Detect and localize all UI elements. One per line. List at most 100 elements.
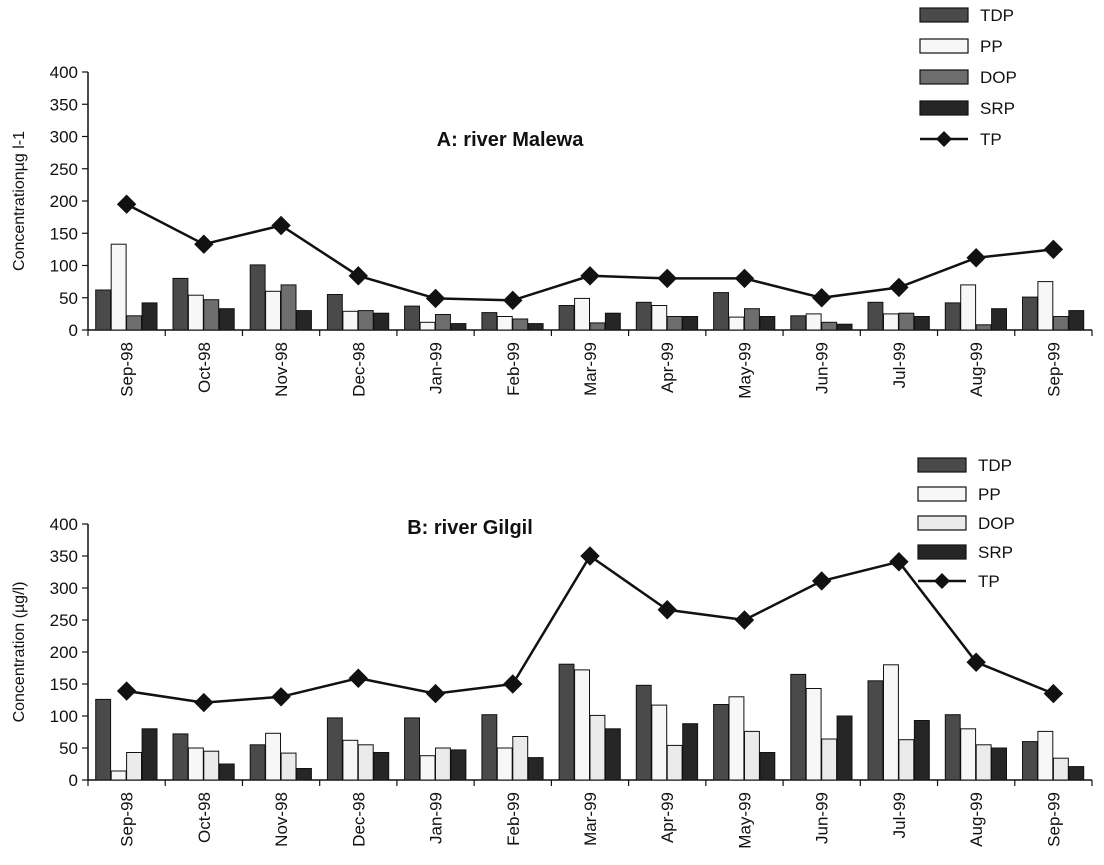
bar-dop-dec-98 [357, 744, 374, 781]
bar-dop-apr-99 [666, 316, 683, 331]
bar-pp-nov-98 [265, 732, 282, 781]
y-tick-label: 200 [50, 643, 78, 662]
bar-dop-sep-98 [126, 315, 142, 331]
x-tick-label: Apr-99 [658, 342, 677, 393]
bar-tdp-dec-98 [326, 717, 343, 781]
legend-label-tp: TP [980, 130, 1002, 149]
x-tick-label: Jun-99 [813, 342, 832, 394]
legend-label-tdp: TDP [980, 6, 1014, 25]
bar-srp-may-99 [759, 316, 776, 331]
point-tp-feb-99 [503, 290, 523, 311]
x-tick-label: Aug-99 [967, 342, 986, 397]
x-tick-label: Dec-98 [349, 792, 368, 847]
bar-tdp-apr-99 [635, 684, 652, 781]
bar-srp-feb-99 [527, 323, 544, 331]
chart-b-river-gilgil: 0 50 100 150 200 250 300 350 400 Sep-98 Oct-98 Nov-… [11, 456, 1093, 849]
bar-dop-feb-99 [512, 318, 529, 331]
bar-srp-jul-99 [913, 316, 930, 331]
bar-tdp-jan-99 [404, 717, 421, 781]
x-tick-label: Apr-99 [658, 792, 677, 843]
bar-tdp-jun-99 [790, 315, 807, 331]
point-tp-nov-98 [271, 215, 291, 236]
y-tick-label: 300 [50, 128, 78, 147]
bar-srp-mar-99 [604, 728, 621, 781]
y-tick-label: 100 [50, 257, 78, 276]
point-tp-nov-98 [271, 687, 291, 707]
bar-srp-may-99 [759, 752, 776, 781]
bar-dop-jan-99 [435, 747, 451, 781]
point-tp-jul-99 [889, 552, 909, 572]
bar-tdp-aug-99 [944, 302, 961, 331]
y-axis-label: Concentration (µg/l) [11, 582, 28, 723]
legend-swatch-pp [919, 38, 969, 54]
bar-srp-jan-99 [450, 749, 467, 781]
point-tp-jan-99 [425, 288, 446, 309]
x-tick-label: Jul-99 [890, 342, 909, 388]
bar-dop-jun-99 [821, 321, 838, 331]
legend-label-pp: PP [980, 37, 1003, 56]
bar-pp-mar-99 [574, 297, 590, 331]
x-tick-label: Oct-98 [195, 792, 214, 843]
bar-tdp-jun-99 [790, 673, 807, 781]
chart-title: A: river Malewa [437, 129, 585, 151]
bar-dop-jun-99 [821, 738, 838, 781]
bar-pp-feb-99 [496, 747, 513, 781]
y-tick-label: 400 [50, 515, 78, 534]
bar-srp-nov-98 [296, 768, 312, 781]
bar-pp-jan-99 [419, 755, 436, 781]
bar-dop-sep-98 [126, 752, 142, 781]
x-tick-label: Sep-98 [118, 342, 137, 397]
legend-swatch-dop [919, 69, 969, 85]
series-line-tp [126, 554, 1054, 704]
point-tp-sep-98 [116, 194, 137, 214]
legend-swatch-pp [917, 486, 967, 502]
bar-tdp-nov-98 [249, 264, 266, 331]
bar-dop-dec-98 [357, 310, 374, 331]
y-tick-label: 400 [50, 63, 78, 82]
y-tick-label: 350 [50, 547, 78, 566]
y-tick-label: 50 [59, 289, 78, 308]
x-tick-label: Aug-99 [967, 792, 986, 847]
bar-tdp-mar-99 [558, 663, 575, 781]
bar-srp-sep-98 [141, 302, 158, 331]
bar-dop-nov-98 [280, 752, 297, 781]
bar-srp-feb-99 [527, 757, 544, 781]
bar-srp-aug-99 [991, 308, 1007, 331]
bar-pp-oct-98 [187, 747, 204, 781]
x-tick-label: Feb-99 [504, 342, 523, 396]
y-tick-label: 250 [50, 160, 78, 179]
bar-tdp-feb-99 [481, 312, 498, 331]
bar-srp-oct-98 [218, 308, 235, 331]
point-tp-sep-99 [1043, 239, 1064, 260]
bar-dop-mar-99 [589, 714, 606, 781]
bar-dop-may-99 [744, 308, 760, 331]
bar-pp-sep-99 [1037, 730, 1054, 781]
x-tick-label: Jul-99 [890, 792, 909, 838]
x-tick-label: Feb-99 [504, 792, 523, 846]
x-tick-label: Sep-99 [1044, 792, 1063, 847]
bar-srp-sep-99 [1068, 766, 1085, 781]
legend-label-dop: DOP [980, 68, 1017, 87]
bar-pp-jan-99 [419, 321, 436, 331]
point-tp-jun-99 [811, 288, 832, 308]
point-tp-jun-99 [811, 571, 832, 591]
bar-pp-sep-99 [1037, 281, 1054, 331]
bar-pp-jun-99 [805, 313, 822, 331]
bar-pp-mar-99 [574, 669, 590, 781]
bar-tdp-oct-98 [172, 733, 189, 781]
bar-dop-oct-98 [203, 299, 220, 331]
bar-srp-dec-98 [373, 312, 390, 331]
bar-dop-aug-99 [975, 324, 992, 331]
bar-tdp-oct-98 [172, 277, 189, 331]
legend-swatch-srp [919, 100, 969, 116]
bar-dop-jul-99 [898, 739, 915, 781]
bar-pp-dec-98 [342, 310, 359, 331]
point-tp-dec-98 [348, 266, 369, 286]
point-tp-mar-99 [580, 546, 600, 566]
legend-swatch-tdp [919, 7, 969, 23]
bar-srp-mar-99 [604, 312, 621, 331]
chart-title: B: river Gilgil [407, 517, 533, 539]
bar-tdp-nov-98 [249, 744, 266, 781]
bar-srp-dec-98 [373, 752, 390, 781]
y-tick-label: 0 [69, 321, 78, 340]
